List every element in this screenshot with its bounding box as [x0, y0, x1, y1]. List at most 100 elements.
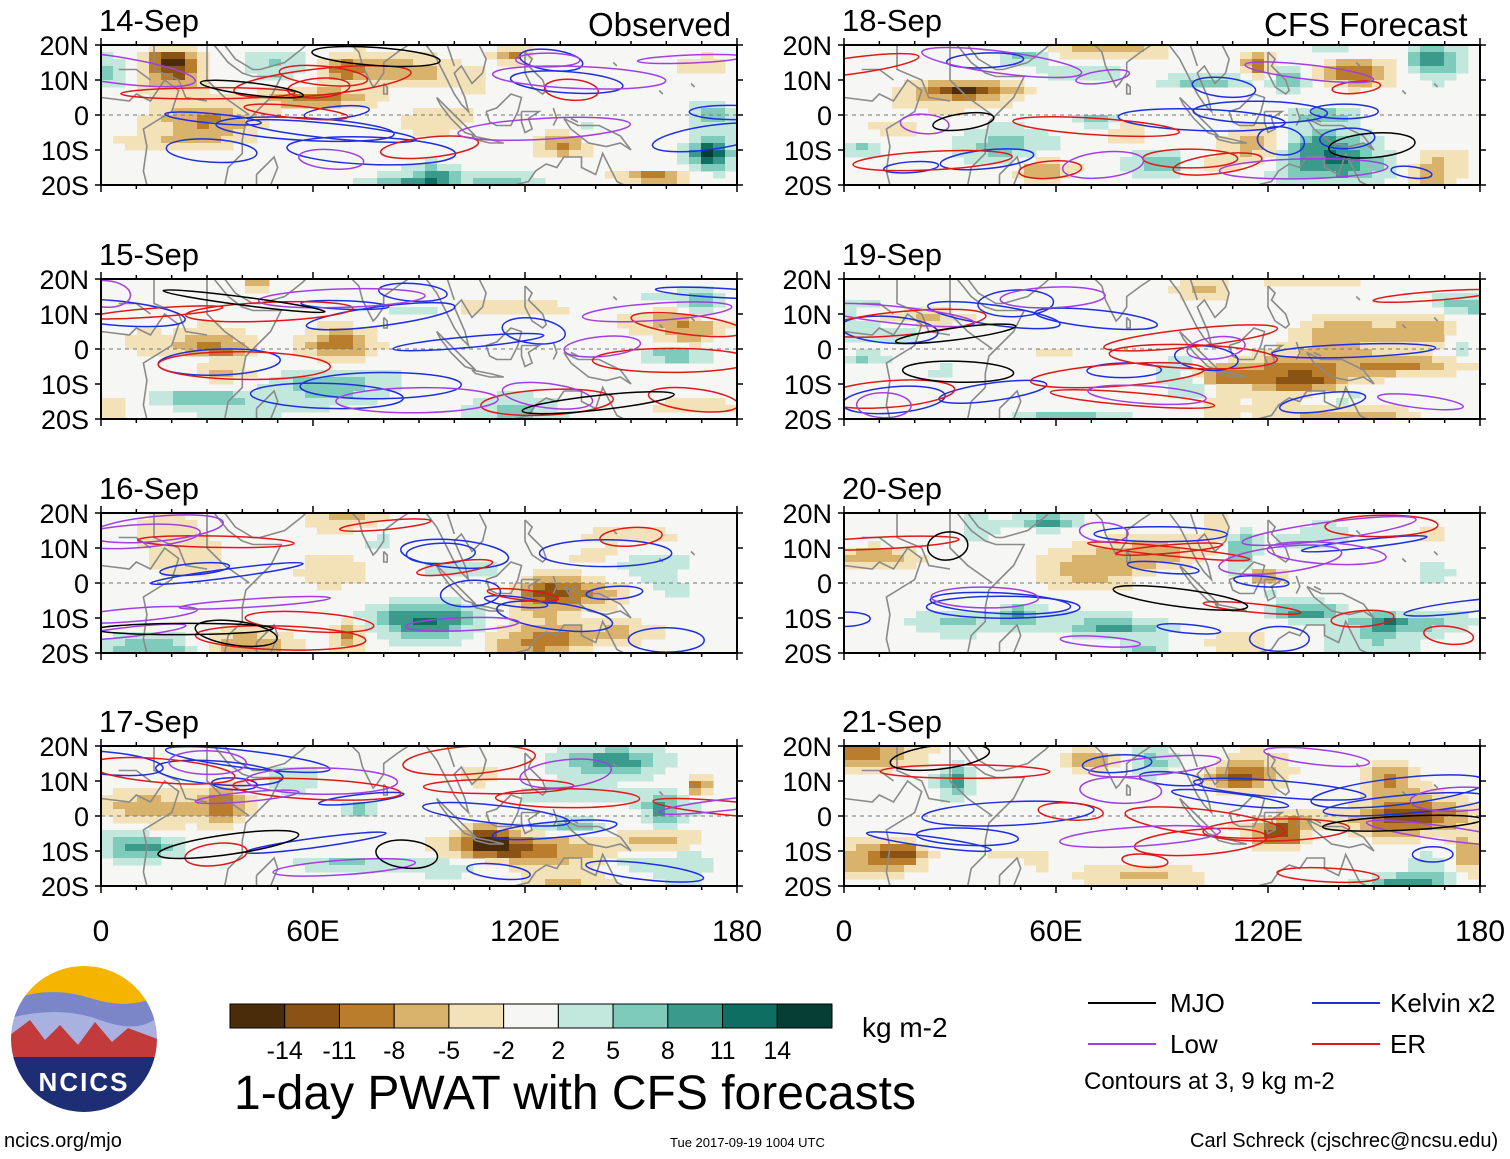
wave-contour	[299, 371, 463, 400]
wave-contour	[844, 52, 920, 79]
wave-contour	[929, 591, 1072, 615]
coastline	[1401, 557, 1407, 563]
coastline	[206, 279, 250, 350]
coastline	[1056, 45, 1057, 46]
coastline	[313, 279, 314, 280]
coastline	[612, 295, 618, 301]
wave-contour	[243, 103, 349, 121]
coastline	[525, 729, 532, 740]
wave-contour	[538, 539, 673, 568]
wave-contour	[232, 777, 402, 801]
coastline	[1313, 585, 1322, 591]
coastline	[118, 769, 151, 782]
ncics-logo: NCICS	[9, 964, 159, 1114]
footer-url[interactable]: ncics.org/mjo	[4, 1130, 122, 1152]
lat-tick-label: 0	[817, 101, 832, 131]
colorbar-swatch	[284, 1003, 340, 1029]
coastline	[224, 746, 307, 772]
legend-label-kelvin: Kelvin x2	[1390, 988, 1496, 1018]
coastline	[1084, 279, 1152, 323]
coastline	[612, 762, 618, 768]
coastline	[949, 45, 993, 116]
coastline	[1189, 45, 1199, 67]
wave-contour	[883, 160, 940, 174]
coastline	[446, 513, 456, 535]
coastline	[1056, 746, 1057, 747]
wave-contour	[901, 360, 1015, 384]
coastline	[658, 89, 664, 95]
coastline	[255, 623, 279, 653]
wave-contour	[1126, 560, 1200, 575]
colorbar-tick-label: -5	[438, 1037, 460, 1065]
lon-tick-label: 120E	[1233, 915, 1303, 948]
coastline	[1306, 585, 1375, 619]
coastline	[570, 117, 579, 123]
coastline	[658, 323, 664, 329]
wave-contour	[194, 789, 300, 805]
coastline	[500, 619, 625, 653]
lat-tick-label: 20S	[41, 872, 89, 902]
wave-contour	[101, 756, 236, 785]
wave-contour	[844, 611, 871, 628]
wave-contour	[101, 514, 224, 544]
lat-tick-label: 20N	[782, 265, 832, 295]
coastline	[255, 155, 279, 185]
wave-contour	[930, 586, 1040, 609]
wave-contour	[585, 585, 644, 601]
wave-contour	[1087, 384, 1207, 406]
wave-contour	[483, 594, 549, 609]
lat-tick-label: 0	[74, 802, 89, 832]
panel-date: 15-Sep	[99, 237, 199, 272]
coastline	[552, 808, 558, 827]
lat-tick-label: 20S	[41, 405, 89, 435]
wave-contour	[379, 135, 480, 160]
wave-contour	[521, 390, 675, 415]
legend-label-er: ER	[1390, 1029, 1427, 1059]
wave-contour	[1202, 600, 1302, 615]
coastline	[998, 623, 1022, 653]
colorbar-swatch	[503, 1003, 559, 1029]
wave-contour	[392, 332, 545, 352]
wave-contour	[101, 623, 187, 641]
coastline	[520, 578, 542, 602]
wave-contour	[999, 286, 1106, 309]
coastline	[520, 110, 542, 134]
footer-credit: Carl Schreck (cjschrec@ncsu.edu)	[1190, 1130, 1499, 1152]
wave-contour	[1078, 521, 1129, 543]
coastline	[896, 746, 951, 803]
lat-tick-label: 0	[817, 569, 832, 599]
wave-contour	[855, 391, 912, 419]
lat-tick-label: 0	[74, 569, 89, 599]
wave-contour	[245, 767, 399, 795]
coastline	[524, 285, 548, 330]
wave-contour	[494, 788, 641, 809]
coastline	[500, 852, 625, 886]
wave-contour	[1278, 390, 1367, 414]
wave-contour	[1191, 76, 1257, 99]
coastline	[1189, 279, 1199, 301]
panel-date: 17-Sep	[99, 704, 199, 739]
coastline	[485, 327, 523, 361]
wave-contour	[1049, 388, 1216, 410]
lat-tick-label: 20N	[39, 732, 89, 762]
lat-tick-label: 20S	[784, 639, 832, 669]
coastline	[485, 794, 523, 828]
coastline	[552, 575, 558, 594]
wave-contour	[1061, 150, 1145, 180]
wave-contour	[654, 286, 737, 300]
wave-contour	[926, 531, 969, 561]
wave-contour	[1233, 574, 1290, 588]
wave-contour	[480, 388, 615, 417]
wave-contour	[120, 86, 296, 100]
wave-contour	[899, 113, 950, 135]
wave-contour	[519, 758, 613, 789]
wave-contour	[1324, 514, 1439, 538]
wave-contour	[844, 535, 960, 551]
colorbar-tick-label: -14	[267, 1037, 303, 1065]
wave-contour	[439, 579, 502, 608]
coastline	[658, 790, 664, 796]
coastline	[1243, 385, 1368, 419]
coastline	[153, 513, 208, 570]
coastline	[1263, 344, 1285, 368]
wave-contour	[1248, 625, 1310, 653]
